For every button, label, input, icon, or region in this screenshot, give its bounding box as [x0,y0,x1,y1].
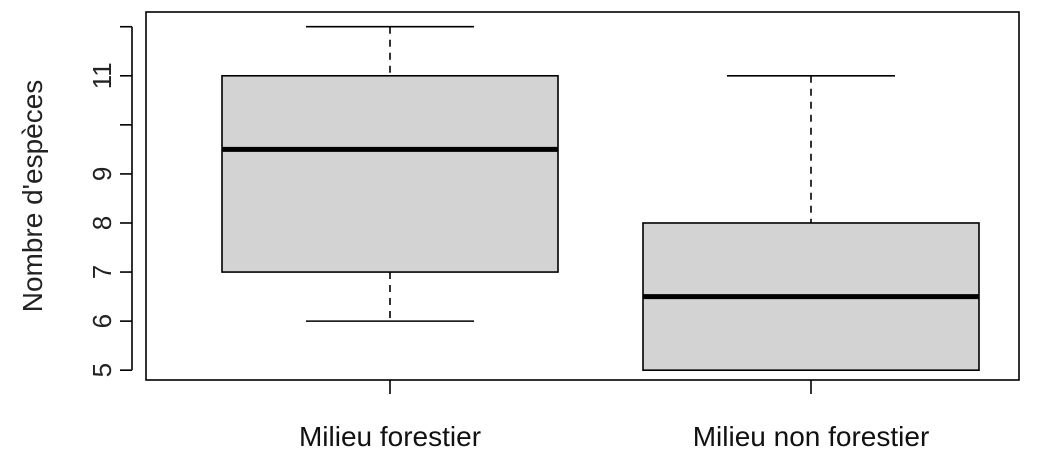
iqr-box [221,74,559,273]
box-group [221,25,559,322]
plot-frame [145,11,1020,381]
box-group [642,74,980,371]
x-tick-label: Milieu non forestier [693,421,930,452]
x-tick-label: Milieu forestier [299,421,481,452]
x-axis: Milieu forestier Milieu non forestier [299,380,929,452]
y-axis: 5 6 7 8 9 11 [87,25,133,377]
y-tick-label: 11 [87,62,117,89]
y-axis-label: Nombre d'espèces [17,80,48,313]
y-tick-label: 7 [87,265,117,279]
y-tick-label: 9 [87,167,117,181]
y-tick-label: 8 [87,216,117,230]
y-tick-label: 5 [87,363,117,377]
boxes [221,25,980,371]
y-tick-label: 6 [87,314,117,328]
